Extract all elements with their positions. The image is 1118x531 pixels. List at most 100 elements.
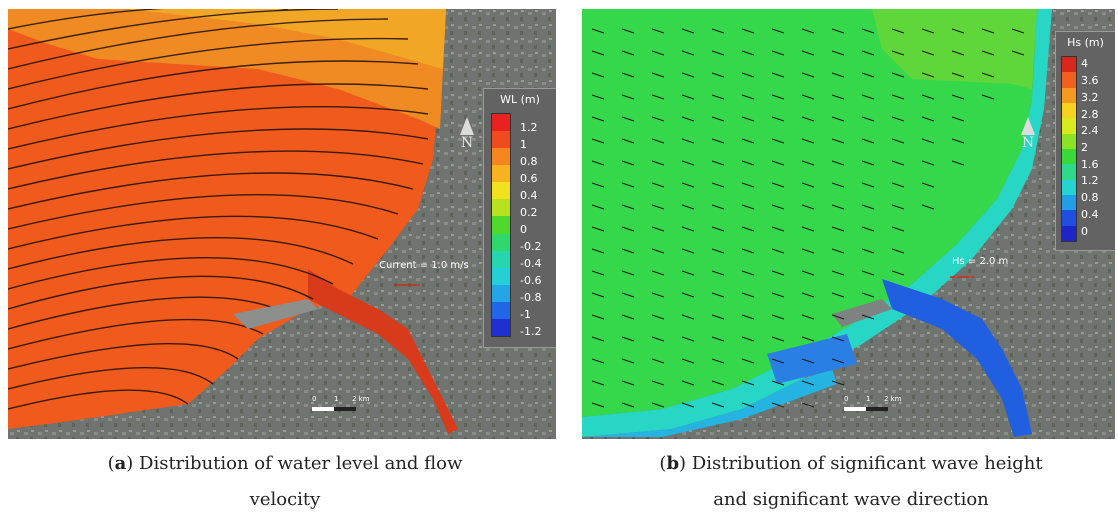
wave-arrow (711, 270, 725, 276)
legend-label: 1.2 (520, 120, 538, 134)
wave-arrow (651, 380, 665, 386)
harbour-basin (767, 334, 857, 384)
wave-arrow (711, 402, 725, 408)
legend-swatch (1062, 57, 1076, 73)
wave-arrow (771, 226, 785, 232)
wave-arrow (861, 226, 875, 232)
legend-swatch (1062, 179, 1076, 196)
wave-arrow (651, 72, 665, 78)
legend-swatch (492, 301, 510, 320)
wave-arrow (651, 94, 665, 100)
wave-arrow (921, 182, 935, 188)
wave-arrow (921, 72, 935, 78)
wave-arrow (771, 28, 785, 34)
scale-tick-1: 1 (334, 395, 339, 403)
wave-arrow (681, 248, 695, 254)
legend-swatch (1062, 118, 1076, 135)
higher-wave-zone (872, 9, 1037, 89)
legend-label: 0.6 (520, 171, 538, 185)
wave-arrow (771, 380, 785, 386)
legend-swatch (492, 199, 510, 217)
legend-title: WL (m) (500, 93, 540, 106)
wave-arrow (951, 28, 965, 34)
wave-arrow (651, 204, 665, 210)
wave-arrow (591, 204, 605, 210)
wave-arrow (861, 270, 875, 276)
wave-arrow (711, 94, 725, 100)
wave-height-reference-label: Hs = 2.0 m (952, 256, 1009, 267)
wave-arrow (651, 138, 665, 144)
wave-arrow (801, 380, 815, 386)
legend-label: 2 (1081, 141, 1088, 154)
legend-swatch (492, 233, 510, 252)
wave-arrow (621, 292, 635, 298)
wave-arrow (891, 72, 905, 78)
wave-arrow (861, 116, 875, 122)
wave-arrow (711, 336, 725, 342)
wave-arrow (741, 204, 755, 210)
wave-arrow (891, 138, 905, 144)
wave-arrow (891, 182, 905, 188)
wave-arrow (771, 94, 785, 100)
wave-arrow (801, 116, 815, 122)
legend-label: 2.8 (1081, 107, 1099, 121)
wave-arrow (771, 116, 785, 122)
wave-arrow (981, 72, 995, 78)
legend-swatch (1062, 87, 1076, 104)
wave-arrow (831, 226, 845, 232)
wave-arrow (681, 160, 695, 166)
wave-arrow (711, 314, 725, 320)
wave-arrow (771, 270, 785, 276)
wave-height-map (582, 9, 1115, 439)
wave-arrow (891, 94, 905, 100)
wave-arrow (891, 270, 905, 276)
river-channel (882, 279, 1032, 437)
legend-swatch (492, 148, 510, 166)
caption-a-line1: ) Distribution of water level and flow (126, 453, 463, 474)
wave-arrow (831, 292, 845, 298)
wave-arrow (861, 292, 875, 298)
wave-arrow (591, 94, 605, 100)
legend-swatch (1062, 164, 1076, 181)
wave-arrow (711, 292, 725, 298)
wave-arrow (681, 314, 695, 320)
wave-arrow (981, 94, 995, 100)
wave-arrow (711, 358, 725, 364)
legend-swatch (492, 267, 510, 286)
wave-arrow (801, 138, 815, 144)
wave-arrow (681, 116, 695, 122)
wave-arrow (831, 28, 845, 34)
wave-arrow (891, 204, 905, 210)
caption-a-line2: velocity (249, 489, 321, 510)
legend-label: 1 (520, 137, 527, 151)
legend-swatch (1062, 103, 1076, 119)
water-level-map (8, 9, 556, 439)
wave-arrow (711, 138, 725, 144)
wave-arrow (891, 226, 905, 232)
wave-arrow (681, 292, 695, 298)
wave-arrow (741, 182, 755, 188)
wave-arrow (621, 50, 635, 56)
wave-arrow (1011, 50, 1025, 56)
north-arrow: N (457, 117, 477, 151)
legend-label: 3.2 (1081, 90, 1099, 104)
wave-arrow (711, 380, 725, 386)
wave-arrow (741, 138, 755, 144)
caption-b: (b) Distribution of significant wave hei… (659, 453, 1043, 510)
wave-arrow (771, 292, 785, 298)
legend-swatch (1062, 149, 1076, 165)
wave-arrow (831, 94, 845, 100)
legend-title: Hs (m) (1067, 36, 1104, 49)
wave-arrow (711, 72, 725, 78)
wave-arrow (771, 72, 785, 78)
caption-a: (a) Distribution of water level and flow… (107, 453, 463, 510)
legend-label: 3.6 (1081, 74, 1099, 88)
wave-arrow (651, 160, 665, 166)
sea-area (582, 9, 1037, 417)
wave-arrow (801, 160, 815, 166)
wave-arrow (681, 72, 695, 78)
wave-arrow (651, 270, 665, 276)
wave-direction-arrows (591, 28, 1025, 408)
scale-tick-0: 0 (312, 395, 317, 403)
river-channel (308, 269, 458, 434)
